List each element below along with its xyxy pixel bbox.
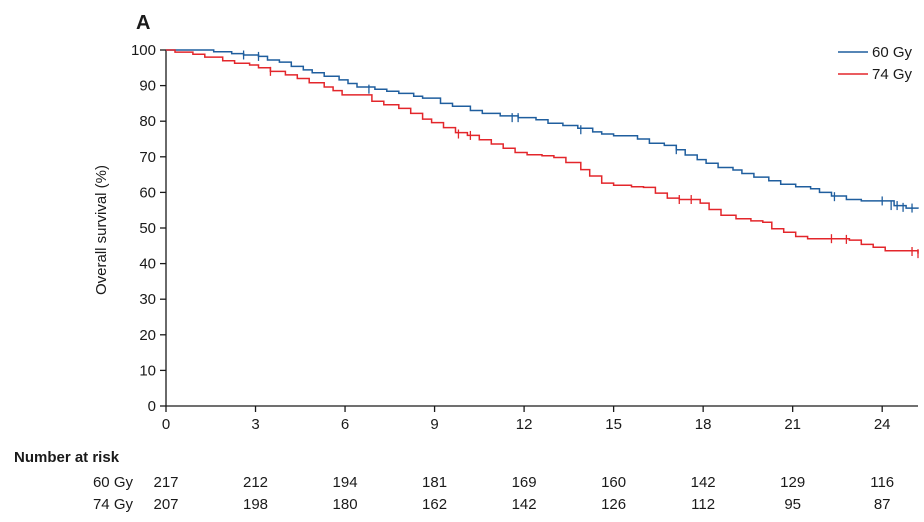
risk-value-74-gy: 112 [691,496,715,513]
x-tick-label: 15 [605,416,622,433]
y-tick-label: 50 [139,220,156,237]
legend-label-60-gy: 60 Gy [872,44,913,61]
x-tick-label: 6 [341,416,349,433]
x-tick-label: 12 [516,416,533,433]
y-tick-label: 30 [139,291,156,308]
risk-value-74-gy: 207 [153,496,178,513]
risk-table-heading: Number at risk [14,449,120,466]
risk-value-60-gy: 194 [333,474,358,491]
survival-curve-74-gy [166,49,919,254]
x-tick-label: 18 [695,416,712,433]
risk-value-74-gy: 95 [784,496,801,513]
y-tick-label: 20 [139,327,156,344]
risk-value-74-gy: 142 [512,496,537,513]
risk-value-74-gy: 126 [601,496,626,513]
risk-value-60-gy: 212 [243,474,268,491]
y-tick-label: 40 [139,256,156,273]
x-tick-label: 24 [874,416,891,433]
risk-value-74-gy: 87 [874,496,891,513]
risk-value-74-gy: 180 [333,496,358,513]
survival-curve-60-gy [166,49,919,209]
risk-value-74-gy: 198 [243,496,268,513]
risk-row-label-74-gy: 74 Gy [93,496,134,513]
x-tick-label: 21 [784,416,801,433]
x-tick-label: 3 [251,416,259,433]
risk-value-74-gy: 162 [422,496,447,513]
legend-label-74-gy: 74 Gy [872,66,913,83]
y-tick-label: 10 [139,362,156,379]
y-tick-label: 70 [139,149,156,166]
survival-curves [166,49,919,259]
x-tick-label: 9 [430,416,438,433]
risk-value-60-gy: 181 [422,474,447,491]
axes: 0 10 20 30 40 50 60 70 80 90 100 0 3 6 9 12 15 18 21 24 [131,42,918,433]
y-tick-label: 80 [139,113,156,130]
legend: 60 Gy 74 Gy [838,44,913,83]
y-tick-label: 100 [131,42,156,59]
y-axis-title: Overall survival (%) [93,165,110,295]
risk-value-60-gy: 217 [153,474,178,491]
y-tick-label: 60 [139,184,156,201]
risk-row-label-60-gy: 60 Gy [93,474,134,491]
panel-label: A [136,12,150,34]
risk-table: 60 Gy 217 212 194 181 169 160 142 129 116 74 Gy 207… [93,474,894,513]
risk-value-60-gy: 116 [870,474,894,491]
risk-value-60-gy: 160 [601,474,626,491]
x-tick-label: 0 [162,416,170,433]
y-tick-label: 90 [139,78,156,95]
risk-value-60-gy: 169 [512,474,537,491]
y-tick-label: 0 [148,398,156,415]
risk-value-60-gy: 142 [691,474,716,491]
risk-value-60-gy: 129 [780,474,805,491]
